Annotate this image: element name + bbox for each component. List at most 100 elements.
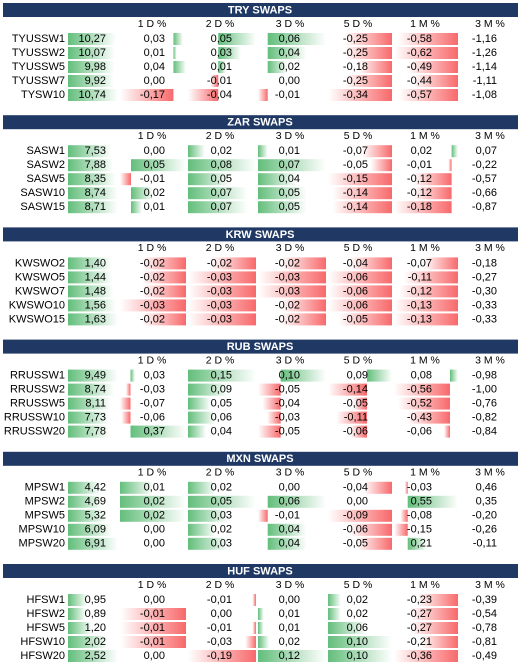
change-value: -0,15 — [343, 173, 368, 185]
negative-bar — [328, 285, 392, 298]
level-bar — [68, 523, 113, 536]
change-value: 0,02 — [347, 608, 368, 620]
change-value: 0,09 — [347, 370, 368, 382]
change-value: 0,04 — [279, 47, 300, 59]
change-value: 0,01 — [144, 201, 165, 213]
negative-bar — [349, 257, 392, 270]
column-header: 5 D % — [344, 467, 373, 479]
change-value: 0,04 — [279, 538, 300, 550]
negative-bar — [412, 75, 458, 87]
change-value: 0,21 — [411, 538, 432, 550]
positive-bar — [450, 369, 458, 382]
positive-bar — [130, 425, 186, 438]
level-bar — [68, 313, 118, 326]
positive-bar — [188, 411, 216, 424]
level-bar — [68, 636, 109, 648]
column-header: 2 D % — [206, 242, 235, 254]
change-value: 0,04 — [279, 524, 300, 536]
change-value: -0,27 — [407, 622, 432, 634]
change-value: -0,18 — [343, 61, 368, 73]
change-value: -0,03 — [207, 285, 232, 297]
column-header: 5 D % — [344, 354, 373, 366]
positive-bar — [267, 33, 326, 45]
negative-bar — [350, 425, 367, 438]
column-header: 3 M % — [475, 18, 505, 30]
change-value: -0,66 — [472, 187, 497, 199]
change-value: 0,09 — [211, 384, 232, 396]
negative-bar — [120, 173, 131, 186]
change-value: -0,05 — [275, 426, 300, 438]
change-value: 0,00 — [144, 594, 165, 606]
row-label: SASW15 — [20, 201, 65, 213]
change-value: -0,01 — [140, 608, 165, 620]
change-value: -0,06 — [343, 285, 368, 297]
negative-bar — [258, 285, 326, 298]
negative-bar — [258, 509, 268, 522]
change-value: 0,10 — [347, 650, 368, 662]
column-header: 2 D % — [206, 579, 235, 591]
column-header: 2 D % — [206, 130, 235, 142]
change-value: -0,49 — [472, 650, 497, 662]
positive-bar — [218, 47, 241, 59]
change-value: -0,03 — [140, 299, 165, 311]
change-value: -0,12 — [407, 187, 432, 199]
level-value: 1,40 — [85, 257, 106, 269]
change-value: 0,07 — [211, 187, 232, 199]
level-bar — [68, 481, 100, 494]
positive-bar — [267, 61, 288, 73]
negative-bar — [413, 173, 452, 186]
change-value: -0,33 — [472, 313, 497, 325]
change-value: 0,06 — [279, 496, 300, 508]
change-value: -0,02 — [140, 285, 165, 297]
negative-bar — [332, 187, 392, 200]
level-value: 9,49 — [85, 370, 106, 382]
positive-bar — [188, 145, 205, 158]
change-value: 0,01 — [279, 622, 300, 634]
change-value: -0,07 — [343, 145, 368, 157]
negative-bar — [344, 33, 392, 45]
change-value: 0,02 — [279, 636, 300, 648]
positive-bar — [218, 61, 226, 73]
positive-bar — [407, 495, 458, 508]
level-value: 6,91 — [85, 538, 106, 550]
positive-bar — [258, 173, 297, 186]
negative-bar — [413, 187, 452, 200]
positive-bar — [173, 47, 177, 59]
change-value: 0,00 — [144, 145, 165, 157]
level-value: 7,88 — [85, 159, 106, 171]
positive-bar — [258, 145, 268, 158]
change-value: 0,07 — [476, 145, 497, 157]
negative-bar — [353, 397, 367, 410]
negative-bar — [267, 411, 281, 424]
positive-bar — [120, 509, 186, 522]
negative-bar — [407, 411, 450, 424]
level-value: 0,95 — [85, 594, 106, 606]
change-value: 0,00 — [144, 75, 165, 87]
positive-bar — [258, 636, 270, 648]
negative-bar — [126, 383, 131, 396]
negative-bar — [448, 159, 452, 172]
change-value: 0,05 — [144, 159, 165, 171]
level-value: 1,44 — [85, 271, 106, 283]
row-label: MPSW10 — [19, 524, 65, 536]
negative-bar — [328, 383, 367, 396]
negative-bar — [398, 285, 458, 298]
level-value: 7,53 — [85, 145, 106, 157]
negative-bar — [404, 481, 408, 494]
change-value: -0,12 — [407, 173, 432, 185]
change-value: 0,10 — [347, 636, 368, 648]
positive-bar — [258, 650, 326, 662]
positive-bar — [328, 636, 392, 648]
change-value: -0,01 — [140, 636, 165, 648]
column-header: 5 D % — [344, 242, 373, 254]
change-value: 0,00 — [211, 608, 232, 620]
change-value: -0,14 — [343, 384, 368, 396]
level-bar — [68, 75, 115, 87]
positive-bar — [407, 537, 427, 550]
change-value: -0,05 — [343, 159, 368, 171]
positive-bar — [267, 523, 307, 536]
positive-bar — [188, 537, 229, 550]
negative-bar — [398, 33, 458, 45]
change-value: -0,06 — [343, 426, 368, 438]
